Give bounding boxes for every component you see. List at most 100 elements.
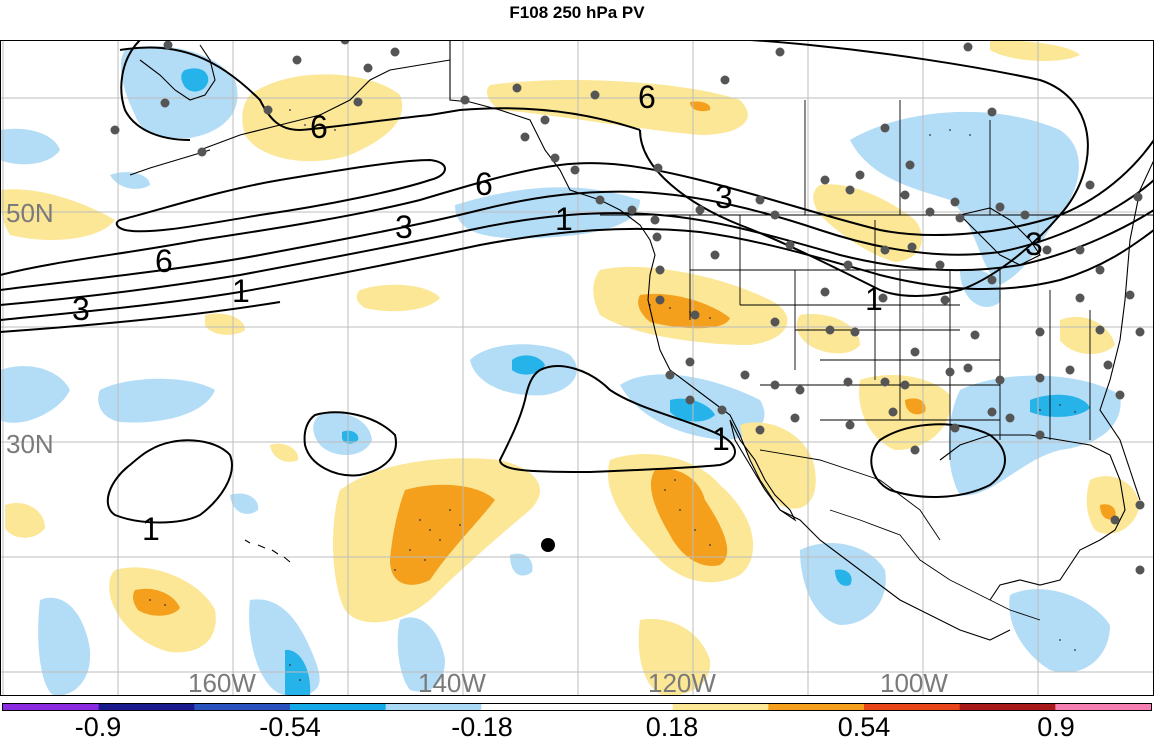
contour-label: 3 [395,209,413,245]
contour-6-main [0,139,1154,276]
neg-region-goa [455,187,640,239]
pos-region-small-1 [0,189,115,240]
contour-label: 3 [72,291,90,327]
negative-anomaly-regions [0,46,1121,696]
lon-label: 100W [880,668,948,696]
colorbar-segment [672,704,769,710]
chart-title: F108 250 hPa PV [509,3,645,22]
pos-region-pacific-central-core [390,484,495,585]
contour-1-main [0,227,1154,321]
neg-region-small-1 [0,366,70,423]
contour-label: 6 [310,109,328,145]
pos-region-small-3 [205,313,245,335]
pos-region-small-4 [5,502,45,538]
contour-label: 1 [865,281,883,317]
pos-region-florida-core [1100,504,1116,520]
colorbar-tick-label: 0.54 [838,712,891,739]
colorbar-tick-label: -0.18 [451,712,513,739]
reference-point-marker [541,538,555,552]
contour-6-left-closed [120,40,191,141]
colorbar-segment [768,704,865,710]
pos-region-small-2 [356,284,440,312]
pos-region-small-6 [990,40,1080,62]
neg-region-south-1 [38,597,91,696]
colorbar-tick-label: 0.18 [646,712,699,739]
colorbar-segment [385,704,482,710]
neg-region-south-2-core [285,649,311,696]
contour-labels: 6 6 6 3 3 3 1 1 1 1 1 6 3 [72,79,1043,547]
contour-1-west-small [303,411,397,477]
pv-map: 6 6 6 3 3 3 1 1 1 1 1 6 3 50N 30N 160W 1… [0,40,1154,696]
neg-region-bering-core [181,68,209,92]
lon-label: 120W [648,668,716,696]
colorbar-segment [959,704,1056,710]
lon-label: 160W [188,668,256,696]
pos-region-texas [859,375,951,450]
contour-6-tongue [115,158,446,233]
neg-region-south-3 [397,617,445,692]
neg-region-small-5 [230,493,259,514]
lat-label: 30N [6,429,54,459]
colorbar-segment [577,704,674,710]
neg-region-small-4 [110,172,150,189]
contour-label: 6 [475,166,493,202]
pos-region-south-west-core [133,588,180,616]
neg-region-small-3 [0,128,60,165]
contour-1-west [106,439,233,524]
colorbar-segment [290,704,387,710]
contour-6-arctic [639,40,1089,297]
colorbar-tick-label: -0.54 [259,712,321,739]
neg-region-pacific-west-core [342,430,359,444]
hawaii [244,539,291,563]
pos-region-mexico [740,422,816,509]
neg-region-central-america-core [835,569,852,586]
colorbar-segment [1055,704,1152,710]
colorbar-tick-label: 0.9 [1037,712,1075,739]
pos-region-small-7 [270,443,299,462]
lat-label: 50N [6,198,54,228]
contour-label: 1 [712,421,730,457]
contour-label: 3 [1025,226,1043,262]
coast-gulf-of-mexico [939,434,1126,601]
contour-1-pacific [498,365,736,474]
pos-region-plains [813,184,923,262]
contour-label: 3 [715,179,733,215]
pos-region-baja-core [650,469,728,566]
lon-label: 140W [418,668,486,696]
station-markers [110,40,1145,575]
contour-label: 1 [555,201,573,237]
contour-3-main [0,179,1154,291]
positive-anomaly-regions [0,40,1140,696]
contour-label: 1 [142,511,160,547]
colorbar-segment [3,704,100,710]
pv-contours [0,40,1154,524]
pos-region-south-mid [638,619,711,696]
colorbar-segments [3,704,1152,710]
contour-1-gulf [870,423,1006,498]
graticule [0,40,1154,696]
significance-stipple [149,109,1076,681]
colorbar-segment [864,704,961,710]
neg-region-central-america-east [1009,589,1110,673]
colorbar-segment [98,704,195,710]
coast-alaska-peninsula [199,59,451,151]
contour-6-closed-west [119,46,641,132]
contour-3-b [0,209,1154,306]
contour-label: 1 [232,273,250,309]
coast-baja [729,419,797,522]
contour-label: 6 [155,243,173,279]
colorbar-segment [194,704,291,710]
coast-north-america-west [449,40,1011,641]
pos-region-canada-north-core [690,101,711,112]
colorbar-frame [2,703,1152,711]
contour-1-lower [0,301,281,333]
great-lakes [958,207,1041,266]
colorbar: -0.9 -0.54 -0.18 0.18 0.54 0.9 [2,703,1152,739]
pos-region-florida [1086,476,1140,534]
neg-region-pacific-center-core [512,355,545,375]
contour-label: 6 [638,79,656,115]
pos-region-alaska [242,74,403,162]
aleutians [129,149,211,176]
pos-region-texas-core [905,398,926,415]
colorbar-tick-label: -0.9 [75,712,122,739]
